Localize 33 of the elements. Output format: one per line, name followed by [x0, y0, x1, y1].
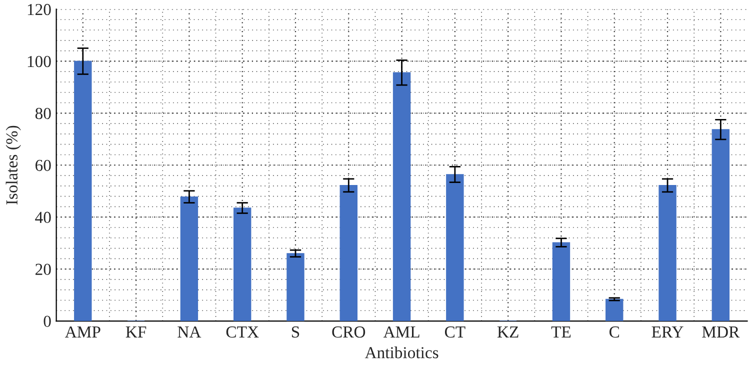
- x-tick-label: KZ: [497, 326, 518, 338]
- y-tick-label: 120: [28, 4, 51, 16]
- bar: [552, 242, 570, 322]
- bar: [606, 298, 624, 322]
- x-tick-label: CT: [444, 326, 466, 338]
- bar: [286, 253, 304, 322]
- bar: [392, 72, 411, 322]
- y-tick-label: 80: [35, 108, 51, 120]
- y-tick-label: 40: [35, 212, 51, 224]
- bar: [712, 129, 730, 322]
- y-tick-label: 0: [44, 316, 51, 327]
- x-tick-label: TE: [551, 326, 571, 338]
- x-tick-label: CRO: [332, 326, 366, 338]
- x-tick-label: S: [292, 326, 300, 338]
- x-tick-label: MDR: [702, 326, 740, 338]
- x-tick-label: ERY: [652, 326, 684, 338]
- x-tick-label: C: [610, 326, 620, 338]
- x-tick-label: NA: [178, 326, 202, 338]
- x-tick-label: AML: [383, 326, 420, 338]
- y-tick-label: 20: [36, 264, 51, 276]
- y-axis-title: Isolates (%): [6, 126, 21, 205]
- bar: [658, 185, 676, 322]
- bar: [180, 196, 198, 322]
- bar: [446, 174, 464, 322]
- bar: [233, 208, 252, 322]
- x-tick-label: CTX: [226, 326, 259, 338]
- y-tick-label: 100: [28, 56, 51, 68]
- bar: [74, 60, 92, 322]
- x-tick-label: AMP: [65, 326, 100, 338]
- x-axis-title: Antibiotics: [364, 346, 438, 358]
- bar: [340, 185, 358, 322]
- y-tick-label: 60: [36, 160, 51, 172]
- x-tick-label: KF: [126, 326, 146, 338]
